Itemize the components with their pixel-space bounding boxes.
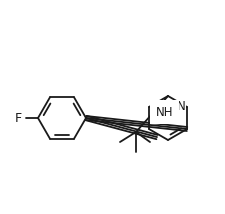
Text: F: F [15,111,22,125]
Text: N: N [177,101,185,113]
Text: N: N [149,101,158,113]
Text: NH: NH [155,106,173,119]
